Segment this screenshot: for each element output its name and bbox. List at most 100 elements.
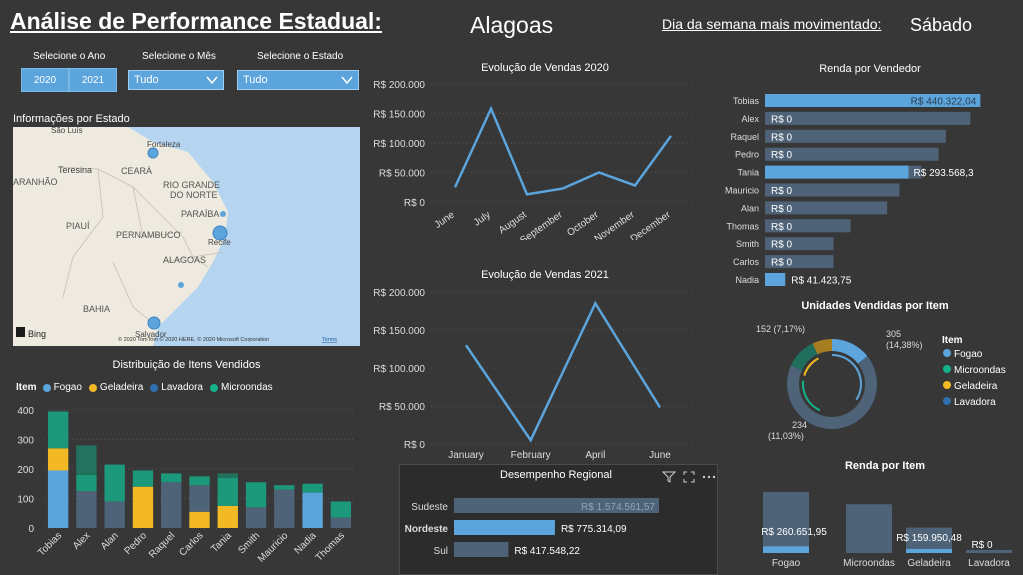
busiest-day-value: Sábado [910, 15, 973, 35]
busiest-day-label: Dia da semana mais movimentado: [662, 16, 882, 32]
bing-label: Bing [28, 329, 46, 339]
marker-alagoas[interactable] [178, 282, 184, 288]
seller-name: Carlos [733, 257, 760, 267]
sales-2020-chart[interactable]: R$ 0 R$ 50.000 R$ 100.000 R$ 150.000 R$ 200.… [365, 75, 705, 240]
month-dropdown-value: Tudo [134, 74, 159, 86]
y-tick-label: 0 [28, 524, 34, 535]
map-label: Salvador [135, 330, 167, 339]
stacked-bar-segment [76, 474, 97, 492]
month-dropdown[interactable]: Tudo [128, 70, 224, 90]
donut-slice [787, 356, 878, 429]
y-tick-label: 300 [17, 436, 34, 447]
stacked-bar-segment [189, 485, 210, 512]
y-tick-label: 400 [17, 406, 34, 417]
item-revenue-label: R$ 159.950,48 [896, 533, 962, 544]
seller-value-label: R$ 0 [771, 132, 793, 143]
donut-slice [832, 339, 868, 364]
map-label: RIO GRANDE [163, 180, 220, 190]
year-2020-button[interactable]: 2020 [21, 68, 69, 92]
map-label: ALAGOAS [163, 255, 206, 265]
seller-name: Pedro [735, 150, 759, 160]
stacked-bar-segment [330, 501, 352, 518]
map-attribution: © 2020 TomTom © 2020 HERE, © 2020 Micros… [118, 336, 269, 343]
stacked-bar-segment [302, 492, 323, 528]
y-tick-label: R$ 200.000 [373, 288, 425, 299]
sales-2020-title: Evolução de Vendas 2020 [481, 62, 609, 74]
legend-dot-geladeira [88, 383, 97, 392]
seller-bar-chart[interactable]: Tobias R$ 440.322,04 Alex R$ 0 Raquel R$ 0 Ped… [720, 90, 1020, 295]
stacked-bar-segment [217, 505, 238, 528]
y-tick-label: R$ 100.000 [373, 139, 425, 150]
x-tick-label: June [433, 209, 457, 231]
filter-icon[interactable] [662, 471, 676, 483]
seller-name: Thomas [726, 221, 759, 231]
donut-data-label: (14,38%) [886, 340, 923, 350]
item-revenue-bar-background [763, 492, 809, 553]
stacked-bar-segment [76, 491, 97, 528]
y-tick-label: R$ 200.000 [373, 80, 425, 91]
expand-icon[interactable] [683, 471, 695, 483]
region-name: Sudeste [411, 502, 448, 513]
y-tick-label: 100 [17, 495, 34, 506]
seller-value-label: R$ 0 [771, 258, 793, 269]
map-label: PERNAMBUCO [116, 230, 181, 240]
x-tick-label: Alan [99, 530, 121, 552]
region-name: Sul [434, 546, 448, 557]
marker-fortaleza[interactable] [147, 147, 159, 159]
seller-bar-background [765, 129, 946, 143]
x-tick-label: Lavadora [968, 558, 1010, 569]
donut-legend-dot [943, 365, 951, 373]
legend-item-geladeira[interactable]: Geladeira [99, 382, 144, 393]
bing-logo-icon [16, 327, 25, 337]
map-label: Fortaleza [147, 140, 181, 149]
stacked-bar-segment [330, 517, 352, 528]
map-terms-link[interactable]: Terms [322, 337, 337, 343]
items-chart-legend: Item Fogao Geladeira Lavadora Microondas [16, 382, 273, 393]
seller-name: Tania [737, 168, 759, 178]
sales-2021-chart[interactable]: R$ 0 R$ 50.000 R$ 100.000 R$ 150.000 R$ 200.… [365, 284, 705, 464]
legend-dot-fogao [42, 383, 51, 392]
item-revenue-label: R$ 0 [971, 540, 993, 551]
stacked-bar-segment [47, 470, 69, 528]
marker-recife[interactable] [212, 225, 228, 241]
seller-name: Alex [741, 114, 759, 124]
donut-data-label: 305 [886, 329, 901, 339]
x-tick-label: Geladeira [907, 558, 951, 569]
y-tick-label: R$ 150.000 [373, 326, 425, 337]
donut-legend-title: Item [942, 335, 963, 346]
marker-salvador[interactable] [147, 316, 161, 330]
item-revenue-chart[interactable]: Fogao Microondas Geladeira Lavadora R$ 260.6… [740, 480, 1023, 575]
item-revenue-bar [763, 546, 809, 553]
regional-bar-chart[interactable]: Sudeste R$ 1.574.561,57 Nordeste R$ 775.314… [399, 490, 718, 575]
x-tick-label: Carlos [177, 530, 205, 558]
units-chart-title: Unidades Vendidas por Item [801, 300, 949, 312]
units-donut-chart[interactable]: 305(14,38%) 234(11,03%) 152 (7,17%) Item Fog… [740, 318, 1020, 448]
map-label: DO NORTE [170, 190, 217, 200]
seller-bar-background [765, 111, 971, 125]
legend-item-fogao[interactable]: Fogao [53, 382, 82, 393]
x-tick-label: January [448, 450, 484, 461]
regional-title: Desempenho Regional [500, 469, 612, 481]
seller-value-label: R$ 440.322,04 [911, 97, 977, 108]
stacked-bar-segment [274, 489, 295, 528]
y-tick-label: R$ 50.000 [379, 169, 426, 180]
marker-paraiba[interactable] [220, 211, 226, 217]
donut-data-label: 152 (7,17%) [756, 324, 805, 334]
x-tick-label: Mauricio [256, 530, 291, 565]
legend-title: Item [16, 382, 37, 393]
state-borders [57, 166, 224, 328]
legend-item-lavadora[interactable]: Lavadora [161, 382, 203, 393]
legend-item-microondas[interactable]: Microondas [220, 382, 273, 393]
selected-state-title: Alagoas [470, 12, 554, 38]
x-tick-label: Tobias [36, 530, 64, 558]
state-map[interactable]: São Luís Fortaleza Teresina CEARÁ ARANHÃ… [13, 127, 360, 346]
more-options-icon[interactable] [702, 474, 716, 480]
state-dropdown[interactable]: Tudo [237, 70, 359, 90]
donut-legend-item: Microondas [954, 365, 1006, 376]
y-tick-label: R$ 0 [404, 440, 426, 451]
items-chart-title: Distribuição de Itens Vendidos [112, 359, 261, 371]
stacked-bar-segment [47, 448, 69, 471]
year-2021-button[interactable]: 2021 [69, 68, 117, 92]
legend-dot-lavadora [150, 383, 159, 392]
